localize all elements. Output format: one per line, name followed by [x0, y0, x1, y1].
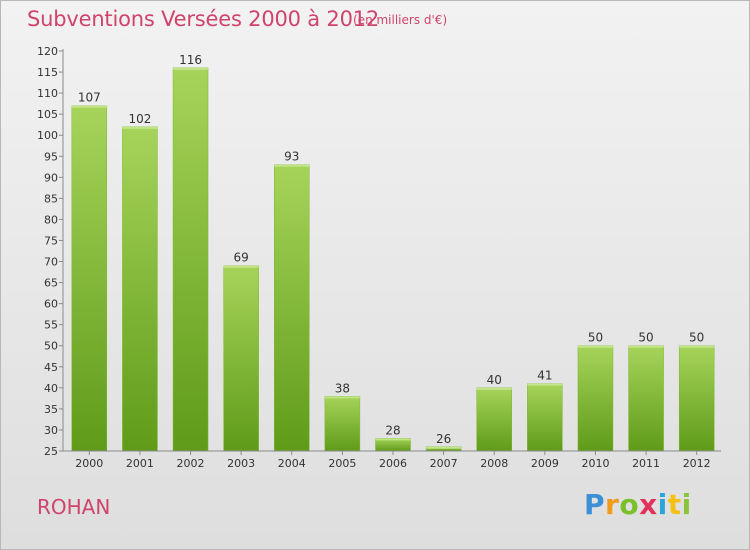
bar-highlight	[527, 383, 563, 386]
y-tick-label: 30	[44, 424, 58, 437]
bars-group	[71, 67, 715, 452]
x-tick-label: 2004	[278, 457, 306, 470]
y-tick-label: 120	[37, 45, 58, 58]
x-tick-label: 2012	[683, 457, 711, 470]
x-tick-label: 2010	[581, 457, 609, 470]
bar-highlight	[324, 396, 360, 399]
bar	[324, 396, 361, 452]
bar	[527, 383, 563, 452]
chart-subtitle: (en milliers d'€)	[353, 13, 448, 27]
x-tick-label: 2000	[75, 457, 103, 470]
x-tick-label: 2009	[531, 457, 559, 470]
logo-letter: x	[639, 488, 658, 521]
bar-highlight	[679, 345, 715, 348]
y-tick-label: 25	[44, 445, 58, 458]
y-tick-label: 95	[44, 150, 58, 163]
bar	[122, 126, 158, 452]
proxiti-logo: Proxiti	[584, 488, 692, 521]
chart-title: Subventions Versées 2000 à 2012	[27, 7, 380, 31]
y-tick-label: 90	[44, 171, 58, 184]
bar	[71, 105, 108, 452]
y-tick-label: 60	[44, 298, 58, 311]
logo-letter: r	[605, 488, 620, 521]
data-label: 26	[436, 432, 451, 446]
x-tick-label: 2008	[480, 457, 508, 470]
y-tick-label: 45	[44, 361, 58, 374]
bar-highlight	[577, 345, 613, 348]
bar-highlight	[426, 446, 462, 449]
y-tick-label: 40	[44, 382, 58, 395]
y-tick-label: 110	[37, 87, 58, 100]
y-tick-label: 50	[44, 340, 58, 353]
x-tick-label: 2007	[430, 457, 458, 470]
y-tick-label: 80	[44, 213, 58, 226]
y-tick-label: 35	[44, 403, 58, 416]
bar-highlight	[628, 345, 664, 348]
logo-letter: o	[619, 488, 640, 521]
y-tick-label: 75	[44, 234, 58, 247]
bar-highlight	[223, 265, 259, 268]
logo-letter: P	[584, 488, 606, 521]
data-label: 107	[78, 91, 101, 105]
logo-letter: i	[681, 488, 692, 521]
x-tick-label: 2005	[328, 457, 356, 470]
data-label: 50	[638, 331, 653, 345]
x-tick-label: 2003	[227, 457, 255, 470]
data-label: 93	[284, 150, 299, 164]
data-label: 38	[335, 381, 350, 395]
bar	[172, 67, 209, 452]
y-tick-label: 105	[37, 108, 58, 121]
data-label: 50	[588, 331, 603, 345]
bar-highlight	[71, 105, 107, 108]
bar-highlight	[375, 438, 411, 441]
data-label: 116	[179, 53, 202, 67]
y-tick-label: 65	[44, 277, 58, 290]
data-label: 28	[385, 423, 400, 437]
data-label: 40	[487, 373, 502, 387]
data-label: 102	[128, 112, 151, 126]
y-tick-label: 100	[37, 129, 58, 142]
data-label: 69	[234, 251, 249, 265]
bar	[678, 345, 715, 452]
bar	[476, 387, 512, 452]
logo-letter: t	[667, 488, 682, 521]
bar-highlight	[122, 126, 158, 129]
x-tick-label: 2006	[379, 457, 407, 470]
x-tick-label: 2011	[632, 457, 660, 470]
axes-group: 25 30 35 40 45 50 55 60 65 70 75 80 85 90 95 100 105 110 1…	[37, 45, 721, 470]
commune-name: ROHAN	[37, 495, 111, 519]
logo-letter: i	[657, 488, 668, 521]
bar	[223, 265, 259, 452]
bar	[577, 345, 614, 452]
bar	[628, 345, 664, 452]
data-label: 50	[689, 331, 704, 345]
y-tick-label: 115	[37, 66, 58, 79]
y-tick-label: 55	[44, 319, 58, 332]
data-label: 41	[537, 369, 552, 383]
y-tick-label: 85	[44, 192, 58, 205]
bar-highlight	[476, 387, 512, 390]
x-tick-label: 2001	[126, 457, 154, 470]
y-tick-label: 70	[44, 256, 58, 269]
x-tick-label: 2002	[177, 457, 205, 470]
bar	[274, 164, 310, 452]
bar-highlight	[173, 67, 209, 70]
bar-highlight	[274, 164, 310, 167]
